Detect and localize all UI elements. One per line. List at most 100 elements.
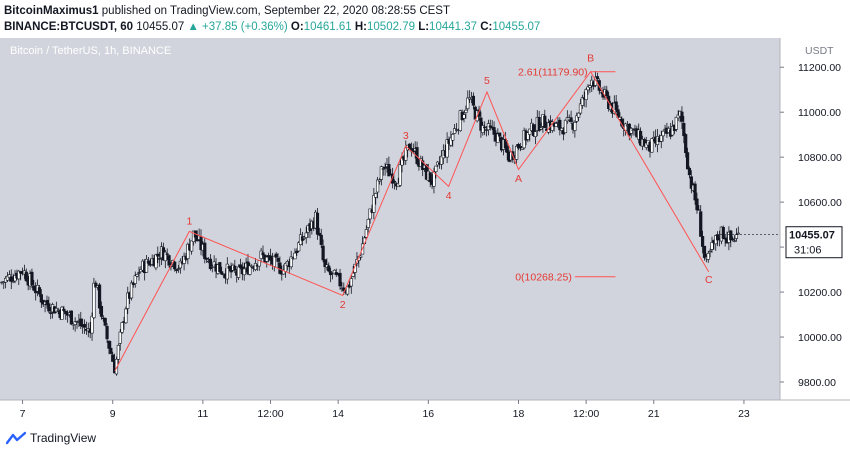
x-ticks-group: 7 9 11 12:00 14 16 18 12:00 21 23 (20, 400, 750, 420)
candle-body (114, 358, 119, 375)
y-tick-label: 10000.00 (798, 332, 842, 344)
chart-title: Bitcoin / TetherUS, 1h, BINANCE (10, 45, 171, 57)
chart-area[interactable]: Bitcoin / TetherUS, 1h, BINANCE USDT 2.6… (0, 38, 850, 424)
candle-body (732, 240, 737, 242)
candle-body (684, 134, 688, 154)
candle-body (701, 236, 705, 247)
fib-level-label: 2.61(11179.90) (518, 67, 588, 79)
candle-body (156, 253, 160, 257)
wave-label: 1 (186, 216, 192, 228)
candle-body (453, 128, 457, 134)
candle-body (268, 255, 273, 261)
candle-body (687, 167, 692, 176)
brand-name[interactable]: TradingView (30, 431, 97, 445)
candle-body (528, 128, 532, 135)
candle-body (539, 127, 543, 130)
candle-body (276, 258, 280, 262)
candle-body (492, 127, 496, 135)
candle-body (49, 312, 53, 314)
wave-label: 3 (403, 130, 409, 142)
candle-body (674, 116, 678, 130)
candle-body (736, 232, 740, 235)
candle-body (32, 285, 36, 291)
candle-body (69, 310, 73, 325)
candle-body (404, 147, 408, 161)
candle-body (45, 299, 49, 306)
candle-body (543, 115, 547, 128)
wave-lines-group (114, 70, 710, 372)
candle-body (685, 152, 690, 170)
candle-body (451, 134, 455, 141)
price-axis[interactable] (780, 38, 850, 400)
candle-body (537, 117, 541, 131)
candle-body (126, 292, 130, 309)
candle-body (680, 111, 684, 122)
candle-body (225, 263, 229, 280)
author-name[interactable]: BitcoinMaximus1 (4, 5, 99, 17)
candle-body (578, 103, 583, 114)
candle-body (631, 129, 635, 131)
candle-body (250, 265, 254, 268)
candle-body (11, 280, 15, 283)
candle-body (323, 259, 327, 267)
candle-body (321, 245, 325, 261)
candle-body (242, 268, 246, 276)
candle-body (464, 109, 468, 113)
candle-body (109, 347, 113, 354)
price-chart[interactable]: Bitcoin / TetherUS, 1h, BINANCE USDT 2.6… (0, 38, 850, 424)
candles-group (0, 70, 740, 376)
candle-body (575, 115, 579, 122)
candle-body (488, 125, 492, 128)
wave-label: B (587, 53, 594, 65)
candle-body (103, 317, 107, 326)
candle-body (661, 130, 665, 137)
tradingview-logo-icon[interactable] (6, 431, 26, 445)
candle-body (5, 275, 10, 281)
candle-body (24, 271, 28, 282)
candle-body (731, 238, 735, 240)
candle-body (400, 157, 404, 166)
candle-body (174, 269, 179, 271)
candle-body (9, 276, 13, 282)
candle-body (274, 253, 278, 258)
candle-body (238, 264, 243, 269)
candle-body (176, 268, 181, 270)
candle-body (376, 179, 380, 193)
wave-label: 4 (446, 190, 452, 202)
candle-body (595, 76, 599, 80)
candle-body (366, 219, 370, 228)
candle-body (639, 130, 643, 146)
symbol-label: BINANCE:BTCUSDT, 60 (4, 21, 134, 33)
y-tick-label: 11000.00 (798, 107, 841, 119)
fib-levels-group: 2.61(11179.90) 0(10268.25) (515, 67, 616, 284)
last-price-header: 10455.07 (136, 21, 185, 33)
candle-body (434, 165, 438, 173)
candle-body (190, 240, 194, 252)
candle-body (558, 119, 562, 131)
candle-body (304, 232, 308, 238)
candle-body (253, 263, 258, 271)
candle-body (167, 255, 171, 266)
time-axis[interactable] (0, 400, 850, 424)
candle-body (383, 166, 387, 169)
publish-line: BitcoinMaximus1 published on TradingView… (4, 3, 540, 19)
candle-body (716, 234, 720, 241)
candle-body (560, 127, 564, 131)
candle-body (90, 315, 94, 334)
wave-label: 5 (484, 75, 490, 87)
candle-body (248, 265, 252, 275)
candle-body (588, 85, 592, 88)
candle-body (37, 287, 42, 295)
candle-body (116, 345, 120, 360)
ohlc-line: BINANCE:BTCUSDT, 60 10455.07 ▲ +37.85 (+… (4, 19, 540, 35)
candle-body (387, 164, 391, 177)
wave-label: A (515, 173, 522, 185)
footer: TradingView (6, 428, 96, 448)
candle-body (144, 258, 149, 273)
candle-body (315, 212, 320, 235)
candle-body (220, 271, 224, 275)
candle-body (682, 122, 686, 137)
candle-body (236, 266, 241, 278)
candle-body (208, 258, 213, 269)
candle-body (520, 147, 524, 150)
